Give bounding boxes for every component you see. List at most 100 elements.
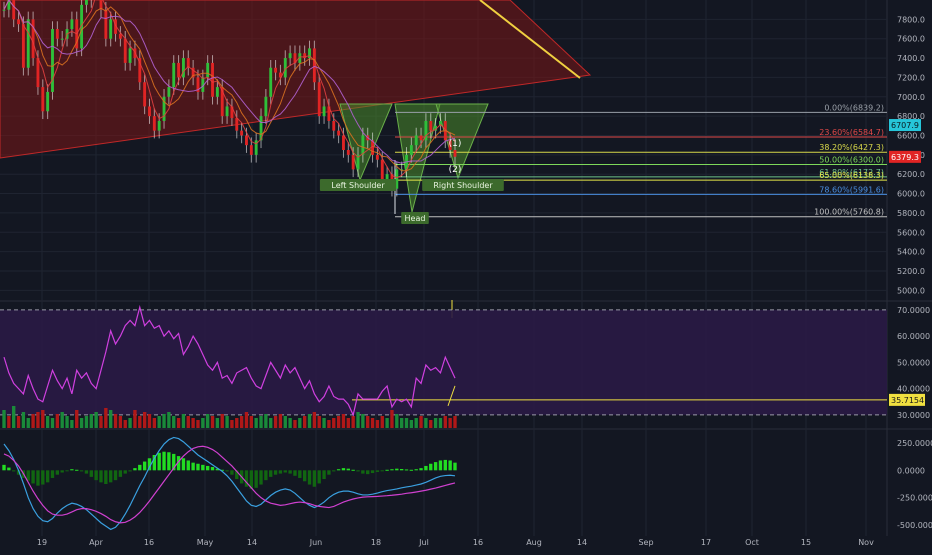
- volume-bar: [205, 414, 210, 428]
- macd-histogram-bar: [123, 470, 127, 474]
- macd-histogram-bar: [138, 464, 142, 471]
- macd-histogram-bar: [351, 469, 355, 471]
- x-tick-label: Jul: [418, 538, 429, 547]
- macd-histogram-bar: [16, 470, 21, 475]
- volume-bar: [215, 418, 220, 428]
- macd-histogram-bar: [346, 468, 350, 471]
- candle-down: [327, 106, 331, 121]
- macd-histogram-bar: [230, 470, 234, 475]
- macd-histogram-bar: [186, 460, 190, 471]
- volume-bar: [399, 418, 404, 428]
- macd-histogram-bar: [201, 464, 205, 471]
- y-tick-label: -500.0000: [897, 521, 932, 530]
- volume-bar: [283, 416, 287, 428]
- volume-bar: [79, 418, 84, 428]
- candle-up: [308, 48, 311, 59]
- volume-bar: [312, 412, 317, 428]
- volume-bar: [172, 416, 176, 428]
- macd-histogram-bar: [336, 469, 341, 471]
- volume-bar: [176, 418, 181, 428]
- candle-down: [196, 77, 200, 92]
- candle-up: [206, 62, 210, 78]
- x-tick-label: Aug: [526, 538, 542, 547]
- volume-bar: [186, 416, 190, 428]
- macd-histogram-bar: [307, 470, 312, 485]
- macd-histogram-bar: [317, 470, 321, 484]
- y-tick-label: 6800.0: [897, 112, 925, 121]
- macd-histogram-bar: [419, 468, 423, 471]
- macd-histogram-bar: [225, 470, 229, 472]
- macd-histogram-bar: [249, 470, 254, 489]
- volume-bar: [191, 418, 195, 428]
- volume-bar: [12, 406, 16, 428]
- left-shoulder-shape: [339, 103, 393, 182]
- volume-bar: [84, 416, 89, 428]
- macd-histogram-bar: [448, 460, 452, 471]
- candle-down: [453, 150, 457, 157]
- candle-down: [118, 33, 122, 39]
- macd-histogram-bar: [264, 470, 268, 481]
- volume-bar: [375, 420, 380, 428]
- candle-down: [17, 19, 20, 25]
- candle-down: [31, 19, 35, 59]
- volume-bar: [307, 414, 312, 428]
- volume-bar: [414, 418, 418, 428]
- candle-up: [2, 9, 6, 11]
- candle-up: [167, 87, 171, 97]
- wave-label: (2): [449, 165, 462, 175]
- candle-down: [36, 58, 40, 88]
- x-tick-label: 16: [473, 538, 483, 547]
- volume-bar: [273, 416, 278, 428]
- label-layer: 0.00%(6839.2) 23.60%(6584.7) 38.20%(6427.3…: [319, 103, 884, 224]
- moving-average-line: [3, 0, 456, 179]
- macd-histogram-bar: [366, 470, 370, 475]
- x-tick-label: May: [197, 538, 214, 547]
- y-tick-label: 30.0000: [897, 411, 930, 420]
- volume-bar: [370, 418, 375, 428]
- volume-bar: [36, 412, 40, 428]
- macd-histogram-bar: [12, 470, 16, 472]
- candle-down: [351, 154, 355, 170]
- candle-down: [55, 29, 59, 39]
- pattern-label-box: [401, 212, 429, 224]
- volume-bar: [269, 418, 273, 428]
- candle-up: [7, 0, 11, 10]
- pattern-label-box: [422, 179, 504, 191]
- candle-up: [215, 87, 219, 97]
- candle-down: [274, 67, 278, 73]
- candle-up: [172, 62, 176, 88]
- triangle-pattern: [0, 0, 592, 159]
- candle-up: [254, 140, 258, 155]
- volume-bar: [293, 420, 297, 428]
- macd-histogram-bar: [210, 467, 215, 471]
- volume-bar: [133, 410, 137, 428]
- volume-bar: [225, 416, 229, 428]
- macd-histogram-bar: [375, 470, 380, 472]
- candle-down: [99, 0, 103, 10]
- candle-down: [332, 120, 336, 131]
- rsi-marker: [447, 385, 456, 407]
- candle-down: [346, 150, 350, 155]
- volume-bar: [60, 412, 64, 428]
- macd-histogram-bar: [50, 470, 55, 478]
- macd-histogram-bar: [41, 470, 45, 485]
- macd-histogram-bar: [361, 470, 365, 474]
- macd-histogram-bar: [109, 470, 113, 483]
- volume-bar: [390, 410, 394, 428]
- macd-histogram-bar: [2, 464, 6, 471]
- y-tick-label: 7400.0: [897, 54, 925, 63]
- y-tick-label: 70.0000: [897, 306, 930, 315]
- volume-bar: [322, 418, 326, 428]
- macd-histogram-bar: [118, 470, 123, 477]
- x-tick-label: 15: [801, 538, 811, 547]
- candle-down: [143, 82, 147, 107]
- candle-up: [70, 19, 74, 30]
- macd-histogram-bar: [433, 462, 438, 471]
- y-tick-label: 50.0000: [897, 358, 930, 367]
- price-badge: [889, 150, 921, 163]
- macd-histogram-bar: [128, 470, 132, 472]
- macd-histogram-bar: [254, 470, 258, 488]
- fib-level-label: 100.00%(5760.8): [814, 208, 884, 217]
- macd-histogram-bar: [283, 470, 287, 473]
